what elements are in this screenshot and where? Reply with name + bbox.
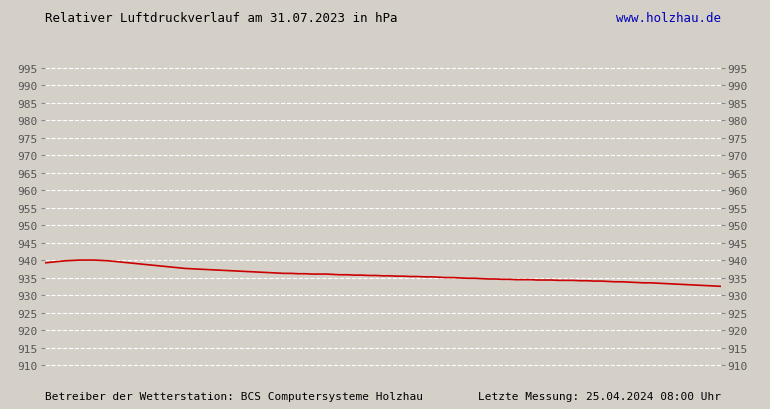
Text: Betreiber der Wetterstation: BCS Computersysteme Holzhau: Betreiber der Wetterstation: BCS Compute… (45, 391, 423, 401)
Text: Letzte Messung: 25.04.2024 08:00 Uhr: Letzte Messung: 25.04.2024 08:00 Uhr (477, 391, 721, 401)
Text: www.holzhau.de: www.holzhau.de (616, 12, 721, 25)
Text: Relativer Luftdruckverlauf am 31.07.2023 in hPa: Relativer Luftdruckverlauf am 31.07.2023… (45, 12, 397, 25)
